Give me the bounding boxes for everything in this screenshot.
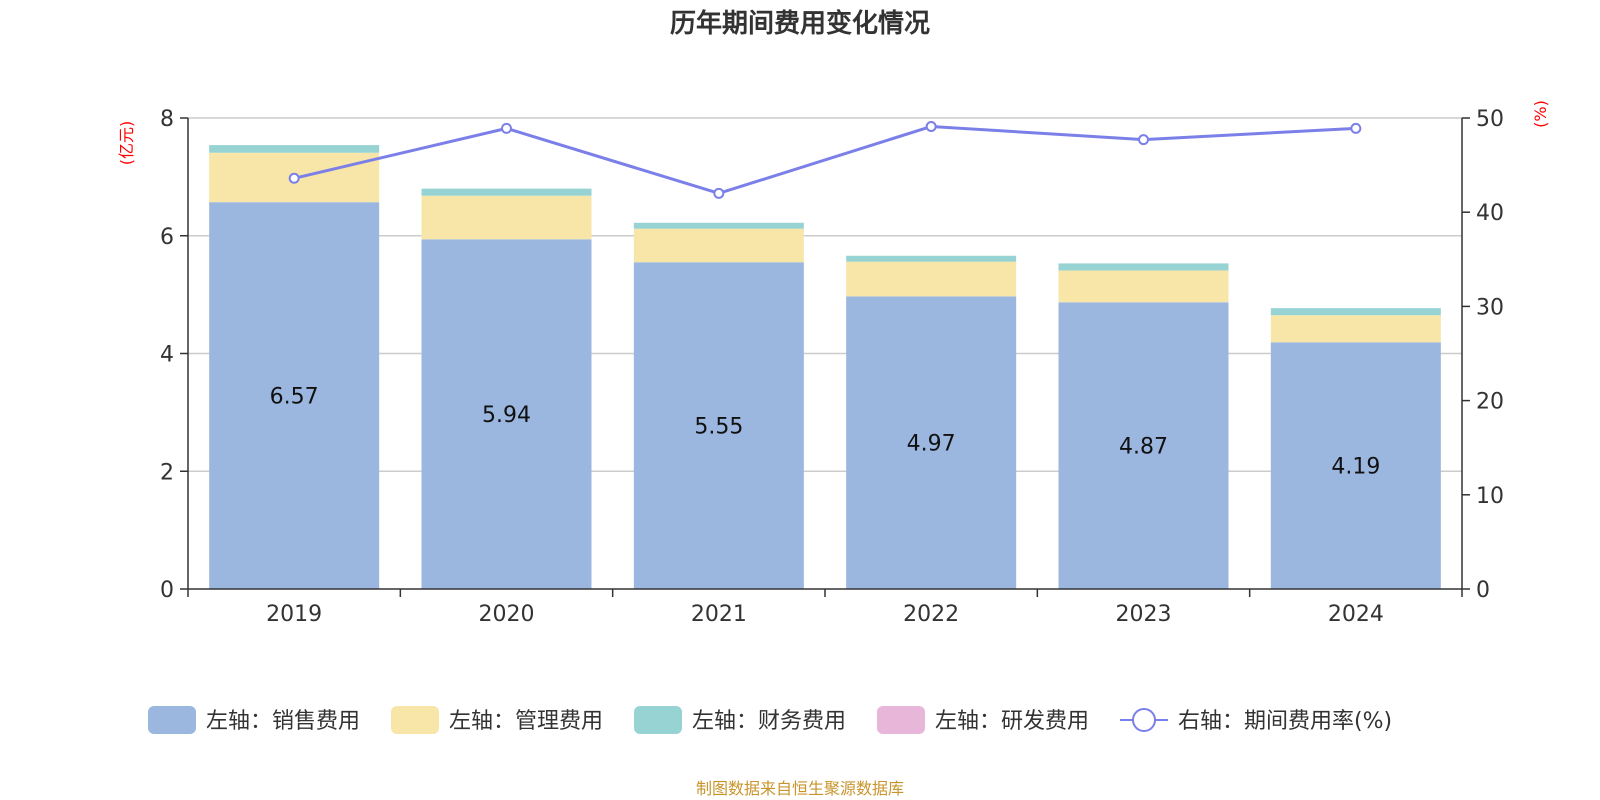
bar-segment: [1270, 308, 1441, 316]
rate-point: [288, 172, 300, 184]
legend-swatch: [877, 706, 925, 734]
legend-swatch: [148, 706, 196, 734]
bar-segment: [421, 188, 592, 196]
bar-segment: [846, 255, 1017, 262]
legend-label: 左轴：财务费用: [692, 709, 846, 734]
data-labels: 6.57 5.94 5.55 4.97 4.87 4.19: [270, 385, 1381, 480]
left-tick-label: 2: [160, 460, 174, 485]
right-tick-label: 50: [1476, 107, 1504, 132]
bar-segment: [633, 222, 804, 229]
rate-line: [288, 120, 1362, 199]
right-tick-label: 20: [1476, 390, 1504, 415]
bar-data-label: 5.55: [694, 415, 743, 440]
grid-lines: [188, 117, 1462, 472]
bar-segment: [1058, 270, 1229, 303]
right-tick-label: 30: [1476, 295, 1504, 320]
right-tick-label: 10: [1476, 484, 1504, 509]
right-tick-label: 0: [1476, 578, 1490, 603]
rate-point: [1350, 122, 1362, 134]
bar-segment: [846, 296, 1017, 589]
right-axis-unit: (%): [1531, 100, 1550, 128]
right-tick-label: 40: [1476, 201, 1504, 226]
legend-label: 左轴：管理费用: [449, 709, 603, 734]
bar-segment: [421, 195, 592, 240]
bar-segment: [633, 262, 804, 589]
left-axis-unit: (亿元): [117, 121, 136, 166]
legend-marker-icon: [1132, 708, 1156, 732]
bar-segment: [846, 261, 1017, 297]
left-tick-label: 6: [160, 225, 174, 250]
legend-label: 左轴：销售费用: [206, 709, 360, 734]
bar-segment: [633, 228, 804, 263]
legend-label: 右轴：期间费用率(%): [1178, 709, 1392, 734]
source-note: 制图数据来自恒生聚源数据库: [696, 779, 904, 798]
axes: 0 2 4 6 8 0 10 20 30 40 50 2019 2020 2021 2022 2023 2024: [160, 107, 1504, 627]
legend-swatch: [391, 706, 439, 734]
left-tick-label: 0: [160, 578, 174, 603]
legend-label: 左轴：研发费用: [935, 709, 1089, 734]
bar-segment: [209, 145, 380, 153]
rate-point: [1138, 134, 1149, 146]
bar-segment: [1058, 263, 1229, 271]
x-tick-label: 2023: [1116, 602, 1172, 627]
rate-point: [925, 120, 937, 132]
x-tick-label: 2021: [691, 602, 747, 627]
bars: [209, 145, 1441, 589]
legend-swatch: [634, 706, 682, 734]
bar-segment: [1270, 342, 1441, 589]
bar-data-label: 6.57: [270, 385, 319, 410]
legend: 左轴：销售费用 左轴：管理费用 左轴：财务费用 左轴：研发费用 右轴：期间费用率(%): [148, 706, 1392, 734]
bar-data-label: 5.94: [482, 403, 531, 428]
bar-segment: [1270, 315, 1441, 343]
bar-data-label: 4.19: [1331, 455, 1380, 480]
x-tick-label: 2020: [479, 602, 535, 627]
chart-title: 历年期间费用变化情况: [670, 8, 930, 39]
left-tick-label: 8: [160, 107, 174, 132]
x-tick-label: 2024: [1328, 602, 1384, 627]
bar-segment: [421, 239, 592, 589]
x-tick-label: 2022: [903, 602, 959, 627]
rate-line-path: [293, 124, 1356, 195]
bar-segment: [209, 202, 380, 589]
rate-point: [501, 122, 512, 134]
x-tick-label: 2019: [266, 602, 322, 627]
rate-point: [713, 187, 725, 199]
bar-data-label: 4.97: [907, 432, 956, 457]
left-tick-label: 4: [160, 343, 174, 368]
bar-segment: [1058, 302, 1229, 589]
bar-data-label: 4.87: [1119, 435, 1168, 460]
